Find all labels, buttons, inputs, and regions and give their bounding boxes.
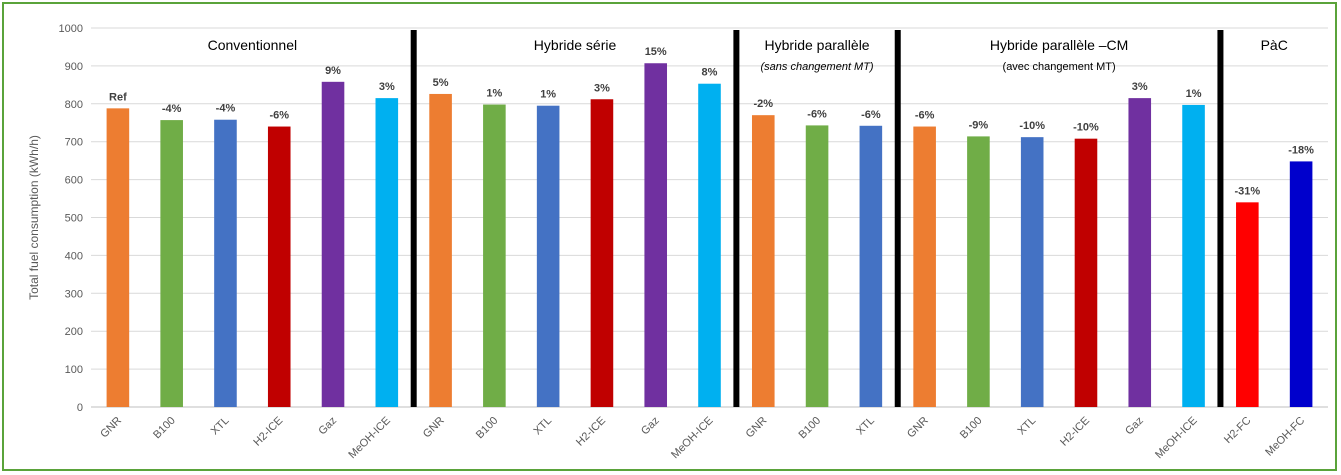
data-label: -6% (269, 110, 289, 122)
bar-gnr (429, 93, 452, 408)
data-label: 3% (594, 82, 610, 94)
x-category-label: H2-ICE (1058, 415, 1092, 449)
data-label: 15% (645, 46, 667, 58)
x-category-label: GNR (98, 415, 124, 441)
group-title: Hybride parallèle –CM (990, 37, 1129, 53)
bar-xtl (859, 125, 883, 408)
bars: Ref GNR -4% B100 -4% XTL -6% H2-ICE 9% Gaz 3% MeOH-… (98, 46, 1314, 461)
x-category-label: XTL (532, 415, 555, 438)
x-category-label: H2-FC (1222, 415, 1253, 446)
x-category-label: MeOH-FC (1263, 415, 1307, 459)
y-axis-label: Total fuel consumption (kWh/h) (27, 135, 41, 300)
bar-b100 (967, 136, 990, 408)
y-tick-label: 900 (65, 61, 83, 73)
data-label: 8% (702, 67, 718, 79)
data-label: -4% (162, 103, 182, 115)
bar-gnr (751, 115, 775, 408)
data-label: -4% (216, 103, 236, 115)
y-tick-label: 400 (65, 250, 83, 262)
x-category-label: MeOH-ICE (669, 415, 716, 462)
data-label: -10% (1019, 120, 1045, 132)
group-title: Hybride série (534, 37, 617, 53)
group-title: Hybride parallèle (765, 37, 870, 53)
group-titles: Conventionnel Hybride série Hybride parall… (208, 37, 1288, 73)
x-category-label: XTL (1016, 415, 1039, 438)
y-tick-label: 600 (65, 175, 83, 187)
y-axis: 0 100 200 300 400 500 600 700 800 900 1000 (59, 23, 83, 414)
x-category-label: MeOH-ICE (346, 415, 393, 462)
bar-gaz (321, 81, 345, 408)
data-label: 5% (433, 77, 449, 89)
y-tick-label: 800 (65, 99, 83, 111)
y-tick-label: 100 (65, 364, 83, 376)
x-category-label: Gaz (639, 415, 662, 438)
x-category-label: B100 (797, 415, 824, 442)
group-title: Conventionnel (208, 37, 298, 53)
bar-h2-fc (1236, 202, 1259, 407)
x-category-label: GNR (421, 415, 447, 441)
y-tick-label: 0 (77, 402, 83, 414)
group-title: PàC (1261, 37, 1288, 53)
bar-h2-ice (1074, 138, 1098, 407)
data-label: -10% (1073, 122, 1099, 134)
y-tick-label: 300 (65, 288, 83, 300)
data-label: -6% (861, 109, 881, 121)
y-tick-label: 700 (65, 137, 83, 149)
data-label: 9% (325, 65, 341, 77)
data-label: 1% (540, 89, 556, 101)
y-tick-label: 500 (65, 213, 83, 225)
data-label: 1% (1186, 88, 1202, 100)
x-category-label: B100 (958, 415, 985, 442)
bar-gaz (1128, 98, 1152, 408)
bar-gnr (913, 126, 936, 407)
x-category-label: GNR (744, 415, 770, 441)
bar-b100 (160, 120, 183, 408)
x-category-label: GNR (905, 415, 931, 441)
x-category-label: XTL (854, 415, 877, 438)
bar-h2-ice (267, 126, 291, 407)
bar-meoh-fc (1289, 161, 1313, 407)
data-label: 1% (486, 88, 502, 100)
bar-meoh-ice (698, 83, 721, 407)
data-label: -6% (807, 108, 827, 120)
x-category-label: Gaz (1123, 415, 1146, 438)
data-label: 3% (1132, 81, 1148, 93)
data-label: Ref (109, 91, 127, 103)
y-tick-label: 1000 (59, 23, 83, 35)
x-category-label: MeOH-ICE (1153, 415, 1200, 462)
x-category-label: Gaz (316, 415, 339, 438)
bar-xtl (1020, 137, 1044, 408)
data-label: -6% (915, 110, 935, 122)
fuel-consumption-chart: 0 100 200 300 400 500 600 700 800 900 1000 Ref GNR -… (27, 23, 1328, 461)
x-category-label: H2-ICE (251, 415, 285, 449)
bar-gnr (106, 108, 130, 408)
bar-xtl (536, 105, 560, 407)
bar-meoh-ice (375, 98, 399, 408)
group-dividers (410, 30, 1224, 407)
data-label: 3% (379, 81, 395, 93)
y-tick-label: 200 (65, 326, 83, 338)
x-category-label: B100 (151, 415, 178, 442)
bar-xtl (214, 119, 237, 407)
x-category-label: H2-ICE (574, 415, 608, 449)
bar-gaz (644, 63, 668, 407)
data-label: -9% (969, 119, 989, 131)
bar-h2-ice (590, 99, 614, 407)
data-label: -2% (754, 98, 774, 110)
bar-b100 (805, 125, 829, 407)
x-category-label: B100 (474, 415, 501, 442)
data-label: -31% (1234, 185, 1260, 197)
x-category-label: XTL (209, 415, 232, 438)
group-subtitle: (sans changement MT) (761, 61, 874, 73)
data-label: -18% (1288, 144, 1314, 156)
bar-meoh-ice (1182, 104, 1205, 407)
group-subtitle: (avec changement MT) (1003, 61, 1116, 73)
bar-b100 (483, 104, 506, 408)
